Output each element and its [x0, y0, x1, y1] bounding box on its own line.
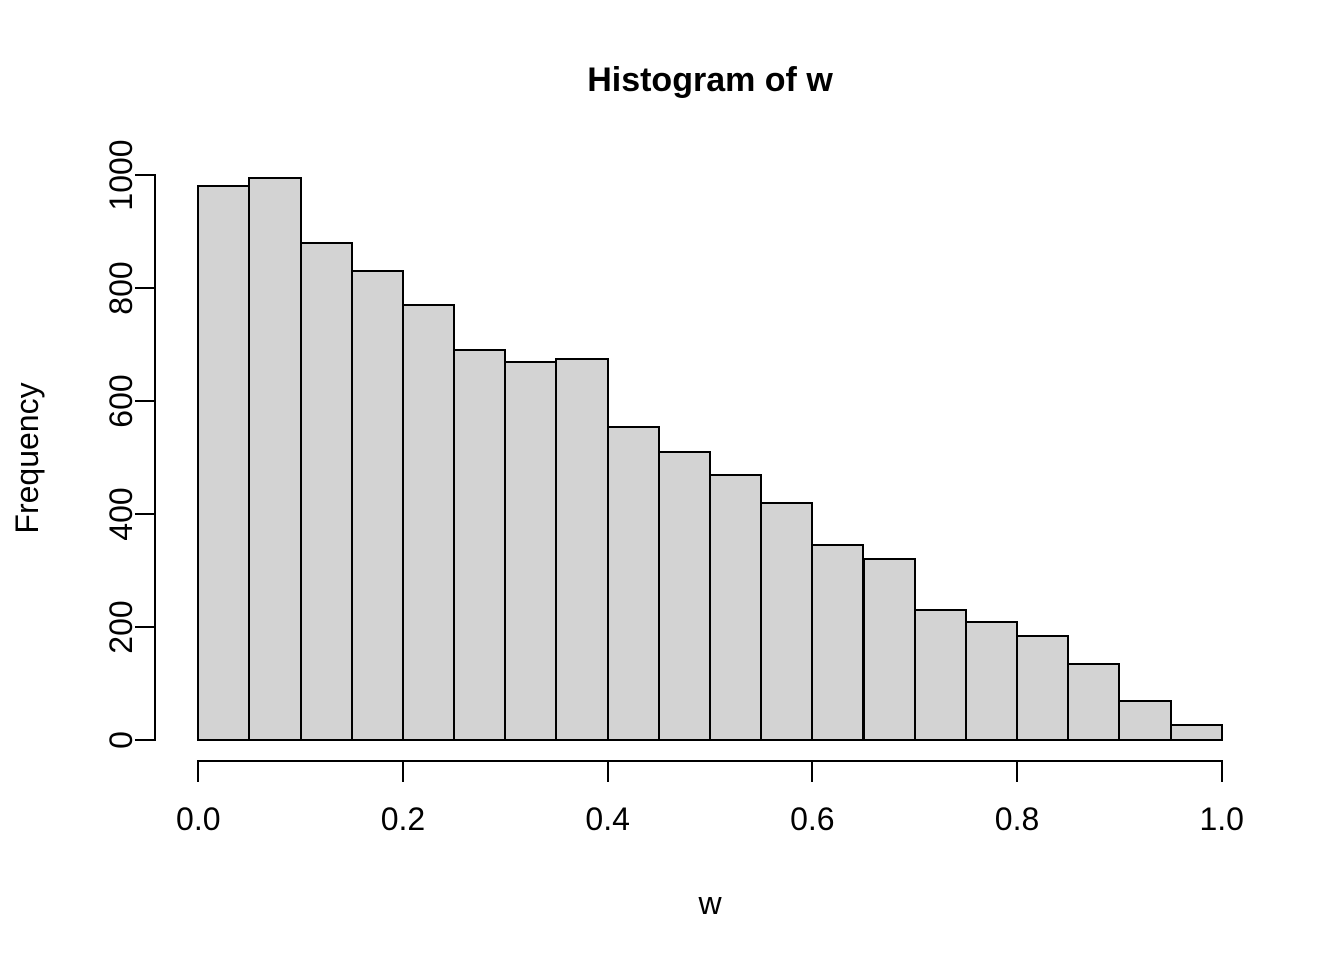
- x-axis-tick: [811, 762, 814, 782]
- histogram-bar: [760, 501, 814, 742]
- y-axis-tick: [135, 287, 155, 290]
- x-axis-tick-label: 1.0: [1199, 801, 1244, 837]
- y-axis-tick: [135, 739, 155, 742]
- histogram-bar: [811, 544, 865, 742]
- x-axis-line: [197, 760, 1223, 762]
- chart-title: Histogram of w: [587, 61, 833, 99]
- x-axis-tick: [1016, 762, 1019, 782]
- histogram-bar: [964, 620, 1018, 742]
- x-axis-tick-label: 0.6: [790, 801, 835, 837]
- histogram-bar: [709, 473, 763, 742]
- y-axis-line: [154, 174, 156, 742]
- x-axis-tick: [1220, 762, 1223, 782]
- histogram-bar: [657, 451, 711, 742]
- x-axis-tick-label: 0.8: [994, 801, 1040, 837]
- histogram-bar: [248, 176, 302, 742]
- y-axis-tick-label: 1000: [103, 139, 139, 211]
- y-axis-tick: [135, 174, 155, 176]
- histogram-bar: [350, 270, 404, 742]
- histogram-bar: [606, 425, 660, 742]
- x-axis-tick-label: 0.0: [176, 801, 221, 837]
- y-axis-tick: [135, 400, 155, 403]
- histogram-bar: [1118, 699, 1172, 742]
- y-axis-tick: [135, 626, 155, 629]
- histogram-bar: [1067, 663, 1121, 742]
- histogram-bar: [197, 185, 251, 742]
- x-axis-tick-label: 0.2: [380, 801, 426, 837]
- histogram-bar: [1016, 634, 1070, 742]
- histogram-bar: [555, 357, 609, 742]
- histogram-bar: [913, 609, 967, 742]
- x-axis-tick-label: 0.4: [585, 801, 630, 837]
- histogram-bar: [504, 360, 558, 742]
- y-axis-tick: [135, 513, 155, 516]
- histogram-bar: [401, 304, 456, 742]
- x-axis-tick: [401, 762, 404, 782]
- histogram-bar: [1169, 724, 1223, 742]
- histogram-bar: [453, 349, 507, 742]
- histogram-bar: [299, 241, 353, 742]
- y-axis-title: Frequency: [9, 382, 45, 534]
- x-axis-tick: [606, 762, 609, 782]
- x-axis-tick: [197, 762, 200, 782]
- histogram-bar: [862, 558, 916, 742]
- x-axis-title: w: [698, 885, 722, 921]
